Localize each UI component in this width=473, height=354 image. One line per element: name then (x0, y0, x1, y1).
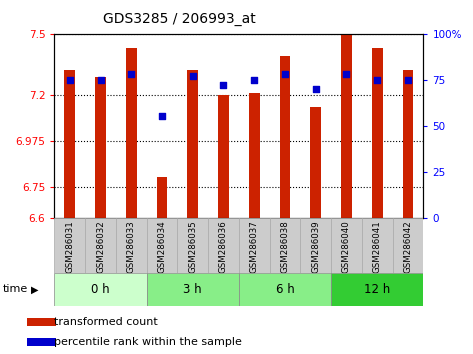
Bar (177, 218, 208, 273)
Point (312, 86, 320, 92)
Text: GSM286041: GSM286041 (373, 221, 382, 273)
Text: 6 h: 6 h (276, 283, 294, 296)
Text: GSM286033: GSM286033 (127, 221, 136, 273)
Text: GSM286039: GSM286039 (311, 221, 320, 273)
Bar (362, 218, 393, 273)
Bar (27, 318, 56, 326)
Bar (239, 273, 331, 306)
Bar (331, 273, 423, 306)
Bar (403, 70, 413, 218)
Bar (116, 218, 147, 273)
Bar (208, 218, 239, 273)
Text: percentile rank within the sample: percentile rank within the sample (54, 337, 242, 347)
Bar (64, 70, 75, 218)
Text: GDS3285 / 206993_at: GDS3285 / 206993_at (104, 12, 256, 27)
Bar (157, 177, 167, 218)
Bar (280, 56, 290, 218)
Bar (300, 218, 331, 273)
Point (404, 77, 412, 82)
Point (128, 71, 135, 77)
Text: GSM286038: GSM286038 (280, 221, 289, 273)
Bar (393, 218, 423, 273)
Bar (187, 70, 198, 218)
Bar (331, 218, 362, 273)
Text: time: time (2, 284, 27, 295)
Point (281, 71, 289, 77)
Bar (54, 273, 147, 306)
Text: GSM286032: GSM286032 (96, 221, 105, 273)
Bar (95, 76, 106, 218)
Bar (54, 218, 85, 273)
Bar (239, 218, 270, 273)
Text: GSM286034: GSM286034 (158, 221, 166, 273)
Bar (218, 95, 229, 218)
Bar (126, 48, 137, 218)
Point (374, 77, 381, 82)
Bar (310, 107, 321, 218)
Point (251, 77, 258, 82)
Point (219, 82, 227, 88)
Bar (85, 218, 116, 273)
Text: ▶: ▶ (31, 284, 38, 295)
Text: GSM286036: GSM286036 (219, 221, 228, 273)
Point (66, 77, 74, 82)
Text: GSM286031: GSM286031 (65, 221, 74, 273)
Bar (27, 338, 56, 346)
Point (342, 71, 350, 77)
Text: 12 h: 12 h (364, 283, 390, 296)
Point (189, 73, 197, 79)
Text: transformed count: transformed count (54, 317, 158, 327)
Text: GSM286042: GSM286042 (403, 221, 412, 273)
Bar (341, 34, 352, 218)
Text: 3 h: 3 h (184, 283, 202, 296)
Text: GSM286035: GSM286035 (188, 221, 197, 273)
Text: GSM286040: GSM286040 (342, 221, 351, 273)
Bar (147, 273, 239, 306)
Point (158, 114, 166, 119)
Bar (249, 93, 260, 218)
Bar (270, 218, 300, 273)
Text: GSM286037: GSM286037 (250, 221, 259, 273)
Bar (372, 48, 383, 218)
Text: 0 h: 0 h (91, 283, 110, 296)
Bar (147, 218, 177, 273)
Point (96, 77, 104, 82)
